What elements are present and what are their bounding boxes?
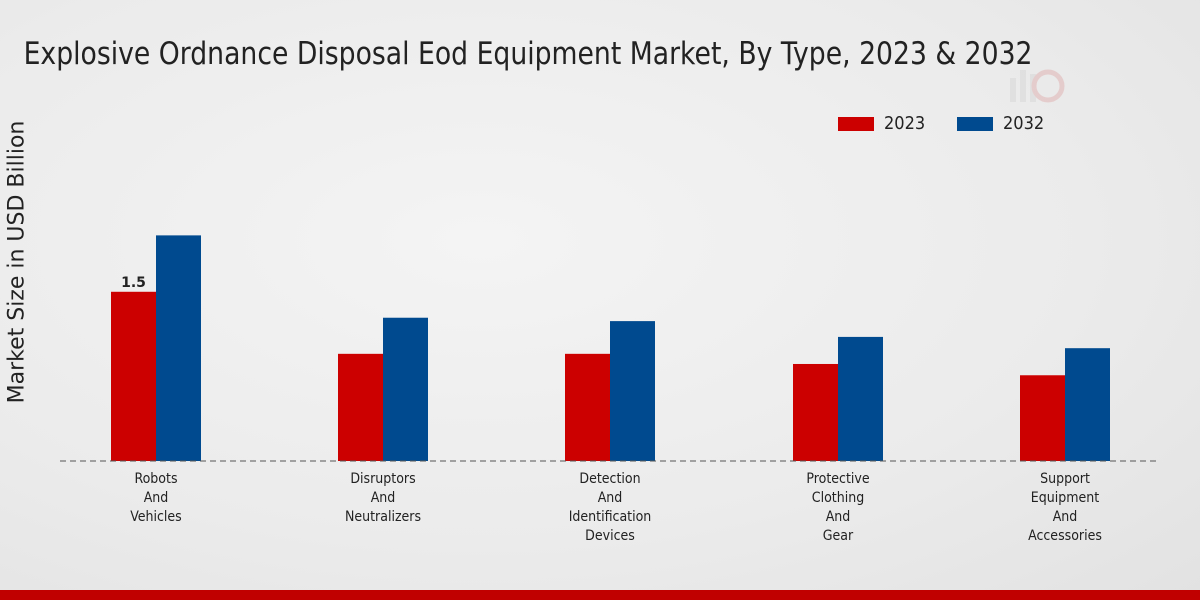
x-tick-label-2: Detection And Identification Devices bbox=[569, 471, 652, 544]
legend-item-2032: 2032 bbox=[957, 113, 1049, 134]
x-tick-label-1: Disruptors And Neutralizers bbox=[345, 471, 421, 525]
x-tick-label-4: Support Equipment And Accessories bbox=[1028, 471, 1102, 544]
watermark-logo bbox=[1010, 69, 1065, 103]
bar-2032-0 bbox=[156, 235, 201, 461]
bar-2023-2 bbox=[565, 353, 610, 461]
x-tick-label-0: Robots And Vehicles bbox=[130, 471, 182, 525]
legend-item-2023: 2023 bbox=[838, 113, 930, 134]
x-tick-label-3: Protective Clothing And Gear bbox=[806, 471, 869, 544]
bar-2023-0 bbox=[111, 291, 156, 461]
legend-swatch-2023 bbox=[838, 116, 874, 131]
bar-2032-3 bbox=[838, 336, 883, 461]
bottom-accent-bar bbox=[0, 590, 1200, 600]
legend-swatch-2032 bbox=[957, 116, 993, 131]
legend-label-2023: 2023 bbox=[884, 113, 926, 134]
legend-label-2032: 2032 bbox=[1003, 113, 1045, 134]
bar-2023-1 bbox=[338, 353, 383, 461]
data-label-0: 1.5 bbox=[121, 275, 146, 291]
bar-2032-4 bbox=[1065, 348, 1110, 461]
bar-2023-4 bbox=[1020, 375, 1065, 461]
chart-title: Explosive Ordnance Disposal Eod Equipmen… bbox=[23, 36, 1033, 72]
bar-2032-2 bbox=[610, 321, 655, 461]
bar-2023-3 bbox=[793, 363, 838, 461]
bar-2032-1 bbox=[383, 317, 428, 461]
legend: 2023 2032 bbox=[0, 113, 1200, 137]
